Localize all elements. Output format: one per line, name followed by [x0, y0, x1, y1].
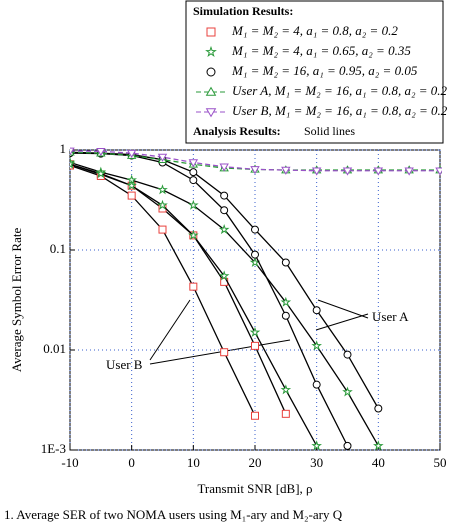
marker [251, 225, 259, 234]
marker [188, 229, 199, 240]
marker [158, 225, 167, 234]
annotation: User B [106, 357, 143, 372]
marker [342, 386, 353, 397]
marker [96, 148, 106, 157]
marker [189, 282, 198, 291]
legend-label: M₁ = M₂ = 4, a₁ = 0.8, a₂ = 0.2 [231, 23, 398, 38]
x-tick-label: 50 [434, 455, 447, 470]
marker [126, 180, 137, 191]
series-line [70, 163, 287, 415]
marker [157, 153, 168, 162]
marker [281, 258, 290, 267]
marker [220, 348, 229, 357]
marker [311, 167, 322, 176]
y-tick-label: 1 [60, 141, 67, 156]
marker [311, 440, 322, 451]
legend-note: Solid lines [304, 124, 355, 138]
marker [312, 380, 321, 389]
marker [343, 350, 352, 359]
marker [251, 250, 259, 259]
x-tick-label: -10 [61, 455, 78, 470]
marker [373, 167, 384, 176]
marker [435, 167, 442, 176]
annotation-arrows [149, 299, 369, 365]
legend-label: M₁ = M₂ = 16, a₁ = 0.95, a₂ = 0.05 [231, 63, 418, 78]
y-tick-label: 0.1 [50, 241, 66, 256]
marker [219, 163, 229, 172]
x-tick-label: 10 [187, 455, 200, 470]
x-tick-label: 30 [310, 455, 323, 470]
legend-label: User B, M₁ = M₂ = 16, a₁ = 0.8, a₂ = 0.2 [232, 103, 448, 118]
x-tick-label: 0 [128, 455, 135, 470]
marker [70, 158, 76, 169]
marker [157, 199, 168, 210]
x-tick-label: 40 [372, 455, 385, 470]
marker [218, 223, 230, 235]
annotation: User A [372, 309, 409, 324]
marker [373, 440, 384, 451]
y-tick-label: 0.01 [43, 341, 66, 356]
marker [127, 191, 136, 200]
marker [189, 168, 198, 177]
marker [280, 384, 292, 395]
marker [374, 404, 383, 413]
legend-box [185, 0, 444, 144]
marker [312, 306, 321, 315]
marker [251, 341, 259, 350]
legend-label: M₁ = M₂ = 4, a₁ = 0.65, a₂ = 0.35 [231, 43, 411, 58]
marker [342, 167, 353, 176]
marker [220, 191, 229, 200]
marker [126, 149, 137, 158]
y-axis-label: Average Symbol Error Rate [9, 228, 24, 373]
plot-area [70, 147, 442, 451]
marker [404, 167, 414, 176]
y-tick-label: 1E-3 [41, 441, 66, 456]
legend-marker [205, 108, 217, 118]
x-axis-label: Transmit SNR [dB], ρ [197, 481, 312, 496]
legend-marker [205, 86, 217, 96]
marker [281, 409, 290, 418]
marker [218, 270, 230, 281]
legend-marker [206, 27, 216, 37]
marker [281, 311, 290, 320]
marker [249, 326, 261, 337]
legend-title: Simulation Results: [193, 4, 293, 18]
marker [280, 296, 292, 307]
marker [250, 166, 260, 175]
marker [70, 147, 75, 156]
marker [189, 176, 198, 185]
caption: 1. Average SER of two NOMA users using M… [4, 507, 343, 522]
legend-note-title: Analysis Results: [193, 124, 281, 138]
marker [281, 166, 291, 175]
marker [157, 184, 168, 195]
x-tick-label: 20 [249, 455, 262, 470]
marker [251, 411, 259, 420]
marker [95, 168, 107, 179]
legend-marker [205, 45, 217, 57]
marker [188, 199, 199, 210]
series-line [70, 161, 379, 447]
marker [311, 340, 322, 351]
marker [343, 441, 352, 450]
marker [188, 159, 199, 168]
series-line [70, 152, 349, 447]
legend-label: User A, M₁ = M₂ = 16, a₁ = 0.8, a₂ = 0.2 [232, 83, 448, 98]
marker [220, 206, 229, 215]
legend-marker [206, 67, 216, 77]
